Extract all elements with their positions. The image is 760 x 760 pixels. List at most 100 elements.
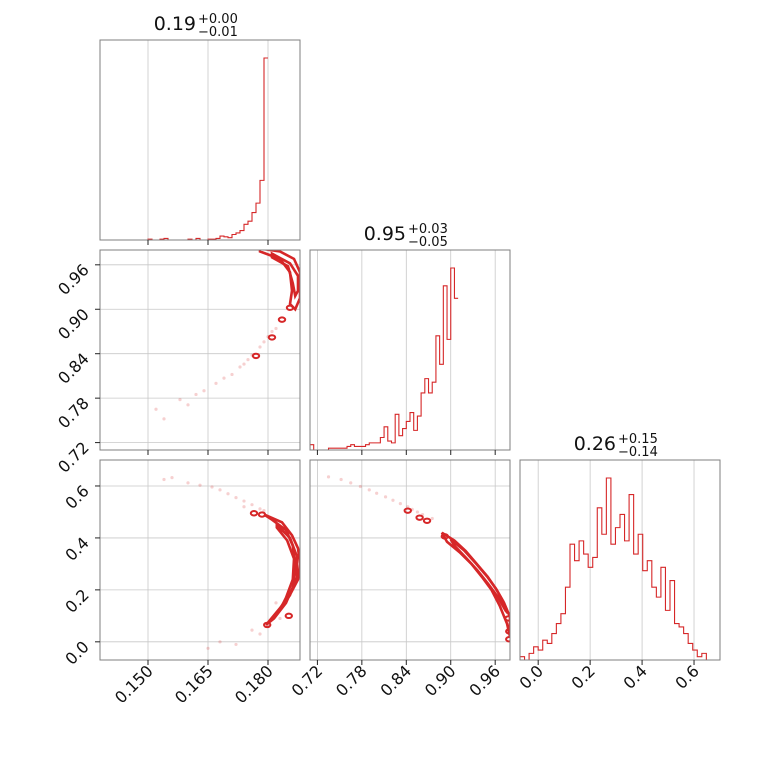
contour-blob	[284, 612, 293, 620]
title-value: 0.19	[154, 13, 196, 35]
sample-point	[226, 492, 230, 496]
contour-blob	[277, 316, 287, 323]
sample-point	[250, 503, 254, 507]
axis-frame	[309, 249, 511, 451]
contour-blob	[505, 628, 510, 635]
sample-point	[242, 362, 246, 366]
scatter-panel-1-0	[99, 249, 301, 451]
contour-blob	[251, 352, 261, 360]
sample-point	[222, 376, 226, 380]
sample-point	[218, 640, 222, 644]
sample-point	[178, 398, 182, 402]
sample-point	[383, 495, 388, 499]
x-tick-label: 0.2	[568, 661, 599, 692]
sample-point	[198, 483, 202, 487]
histogram-steps	[310, 267, 459, 450]
axis-frame	[519, 459, 721, 661]
axis-frame	[309, 459, 511, 661]
sample-point	[242, 505, 246, 509]
sample-point	[339, 477, 343, 482]
sample-point	[398, 502, 402, 506]
y-tick-label: 0.84	[54, 349, 93, 388]
density-layer	[154, 250, 300, 421]
title-minus: −0.14	[618, 445, 658, 460]
sample-point	[250, 628, 254, 632]
contour-blob	[505, 636, 510, 643]
scatter-panel-2-0	[99, 459, 301, 661]
y-tick-label: 0.0	[61, 637, 92, 668]
sample-point	[218, 488, 222, 492]
sample-point	[326, 475, 331, 479]
x-tick-label: 0.0	[516, 661, 547, 692]
axis-frame	[99, 39, 301, 241]
axis-frame	[99, 249, 301, 451]
title-plus: +0.15	[618, 432, 658, 447]
sample-point	[162, 417, 166, 421]
sample-point	[258, 632, 262, 636]
x-tick-label: 0.72	[288, 661, 327, 700]
sample-point	[262, 340, 266, 344]
sample-point	[162, 477, 166, 482]
x-tick-label: 0.84	[376, 661, 415, 700]
sample-point	[349, 481, 353, 485]
contour-blob	[504, 615, 510, 622]
y-tick-label: 0.96	[54, 260, 93, 299]
y-tick-label: 0.6	[61, 481, 92, 512]
title-plus: +0.03	[408, 222, 448, 237]
sample-point	[358, 484, 362, 489]
sample-point	[214, 381, 218, 385]
contour-blob	[263, 621, 272, 629]
sample-point	[170, 476, 174, 480]
contour-blob	[249, 510, 259, 517]
sample-point	[274, 326, 278, 331]
contour-blob	[440, 533, 450, 540]
sample-point	[430, 516, 434, 521]
histogram-panel-1: 0.19 +0.00−0.01	[99, 12, 301, 241]
axis-frame	[99, 459, 301, 661]
y-tick-label: 0.78	[54, 394, 93, 433]
sample-point	[206, 646, 210, 650]
title-value: 0.26	[574, 433, 616, 455]
contour-inner	[275, 521, 299, 609]
x-tick-label: 0.4	[619, 661, 650, 692]
sample-point	[186, 481, 190, 485]
sample-point	[230, 372, 234, 377]
sample-point	[242, 499, 246, 503]
sample-point	[278, 616, 282, 621]
contour-blob	[285, 304, 295, 311]
x-tick-label: 0.6	[671, 661, 702, 692]
histogram-steps	[520, 477, 720, 660]
sample-point	[258, 507, 262, 511]
sample-point	[154, 407, 158, 411]
contour-inner	[449, 538, 510, 615]
x-tick-label: 0.96	[465, 661, 504, 700]
density-layer	[162, 476, 300, 650]
sample-point	[186, 403, 190, 407]
sample-point	[246, 358, 250, 362]
title-minus: −0.05	[408, 235, 448, 250]
y-tick-label: 0.72	[54, 438, 93, 477]
x-tick-label: 0.78	[332, 661, 371, 700]
y-tick-label: 0.2	[61, 585, 92, 616]
density-layer	[326, 475, 510, 643]
sample-point	[274, 601, 278, 605]
x-tick-label: 0.150	[111, 661, 157, 707]
x-tick-label: 0.180	[231, 661, 277, 707]
x-tick-label: 0.165	[171, 661, 217, 707]
sample-point	[202, 389, 206, 393]
y-tick-label: 0.90	[54, 305, 93, 344]
sample-point	[234, 496, 238, 500]
contour-blob	[415, 514, 424, 521]
sample-point	[258, 345, 262, 349]
contour-blob	[267, 334, 277, 341]
scatter-panel-2-1	[309, 459, 511, 661]
contour-blob	[257, 511, 267, 518]
y-tick-label: 0.4	[61, 533, 92, 564]
contour-outer	[440, 531, 510, 637]
sample-point	[375, 491, 379, 495]
sample-point	[270, 329, 274, 334]
sample-point	[415, 510, 420, 514]
contour-blob	[422, 517, 432, 524]
histogram-panel-2: 0.95 +0.03−0.05	[309, 222, 511, 451]
